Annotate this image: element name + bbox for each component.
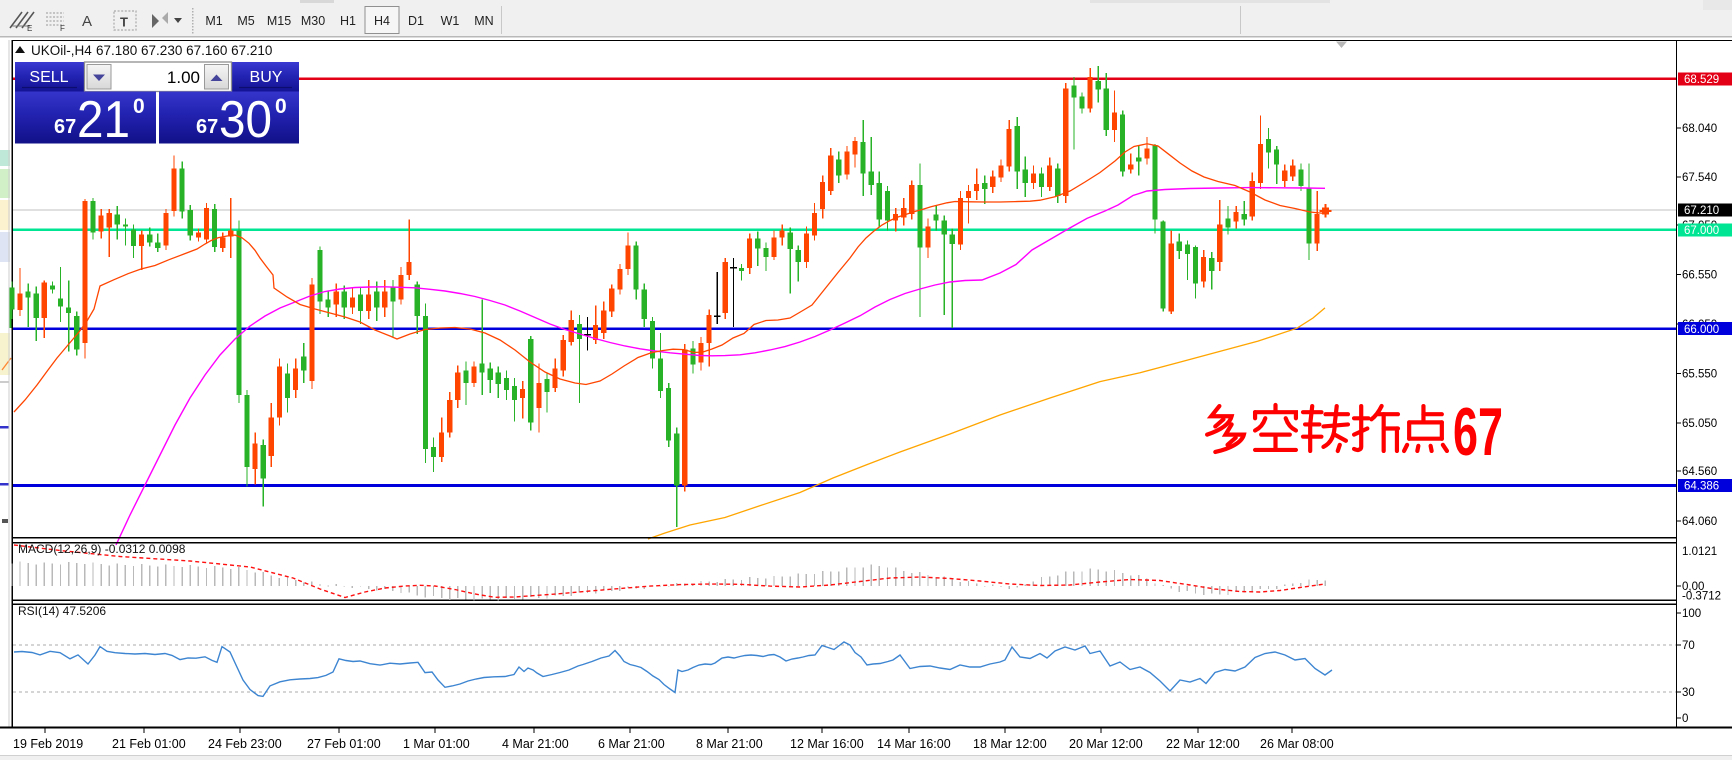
svg-text:30: 30 [219, 91, 272, 149]
svg-text:12 Mar 16:00: 12 Mar 16:00 [790, 737, 864, 751]
svg-text:H1: H1 [340, 14, 356, 28]
svg-text:0: 0 [1682, 713, 1688, 725]
svg-text:100: 100 [1682, 608, 1701, 620]
svg-text:RSI(14) 47.5206: RSI(14) 47.5206 [18, 604, 106, 618]
svg-text:27 Feb 01:00: 27 Feb 01:00 [307, 737, 381, 751]
svg-text:65.550: 65.550 [1682, 369, 1717, 381]
svg-text:67.540: 67.540 [1682, 172, 1717, 184]
svg-text:14 Mar 16:00: 14 Mar 16:00 [877, 737, 951, 751]
svg-text:M1: M1 [205, 14, 222, 28]
svg-text:1.0121: 1.0121 [1682, 546, 1717, 558]
svg-text:UKOil-,H4: UKOil-,H4 [31, 43, 92, 58]
svg-text:F: F [60, 24, 65, 33]
svg-text:21 Feb 01:00: 21 Feb 01:00 [112, 737, 186, 751]
svg-text:1.00: 1.00 [167, 68, 200, 87]
svg-text:67: 67 [196, 116, 218, 138]
svg-text:-0.3712: -0.3712 [1682, 591, 1721, 603]
svg-text:22 Mar 12:00: 22 Mar 12:00 [1166, 737, 1240, 751]
svg-text:D1: D1 [408, 14, 424, 28]
svg-text:18 Mar 12:00: 18 Mar 12:00 [973, 737, 1047, 751]
svg-text:65.050: 65.050 [1682, 418, 1717, 430]
svg-text:66.550: 66.550 [1682, 270, 1717, 282]
svg-text:21: 21 [77, 91, 130, 149]
svg-text:1 Mar 01:00: 1 Mar 01:00 [403, 737, 470, 751]
svg-text:0: 0 [275, 95, 287, 118]
svg-text:0: 0 [133, 95, 145, 118]
svg-text:E: E [27, 24, 32, 33]
svg-text:A: A [82, 13, 92, 30]
svg-text:H4: H4 [374, 14, 390, 28]
svg-text:M15: M15 [267, 14, 291, 28]
svg-text:68.040: 68.040 [1682, 123, 1717, 135]
svg-text:6 Mar 21:00: 6 Mar 21:00 [598, 737, 665, 751]
svg-text:M30: M30 [301, 14, 325, 28]
svg-text:70: 70 [1682, 640, 1695, 652]
svg-text:67.180 67.230 67.160 67.210: 67.180 67.230 67.160 67.210 [96, 43, 272, 58]
svg-text:SELL: SELL [29, 69, 68, 86]
svg-text:M5: M5 [237, 14, 254, 28]
svg-text:66.000: 66.000 [1684, 324, 1719, 336]
svg-text:W1: W1 [441, 14, 460, 28]
svg-text:20 Mar 12:00: 20 Mar 12:00 [1069, 737, 1143, 751]
svg-text:BUY: BUY [250, 69, 283, 86]
svg-text:68.529: 68.529 [1684, 74, 1719, 86]
svg-text:64.060: 64.060 [1682, 516, 1717, 528]
svg-text:8 Mar 21:00: 8 Mar 21:00 [696, 737, 763, 751]
svg-text:64.560: 64.560 [1682, 466, 1717, 478]
svg-text:67.210: 67.210 [1684, 205, 1719, 217]
svg-text:67.000: 67.000 [1684, 225, 1719, 237]
svg-text:26 Mar 08:00: 26 Mar 08:00 [1260, 737, 1334, 751]
svg-text:67: 67 [1453, 394, 1503, 470]
svg-text:T: T [120, 15, 128, 30]
svg-text:24 Feb 23:00: 24 Feb 23:00 [208, 737, 282, 751]
svg-text:4 Mar 21:00: 4 Mar 21:00 [502, 737, 569, 751]
svg-text:MN: MN [474, 14, 493, 28]
svg-text:64.386: 64.386 [1684, 481, 1719, 493]
svg-text:67: 67 [54, 116, 76, 138]
svg-text:MACD(12,26,9) -0.0312 0.0098: MACD(12,26,9) -0.0312 0.0098 [18, 542, 186, 556]
svg-text:0,00: 0,00 [1682, 581, 1704, 593]
svg-text:30: 30 [1682, 687, 1695, 699]
svg-text:19 Feb 2019: 19 Feb 2019 [13, 737, 83, 751]
